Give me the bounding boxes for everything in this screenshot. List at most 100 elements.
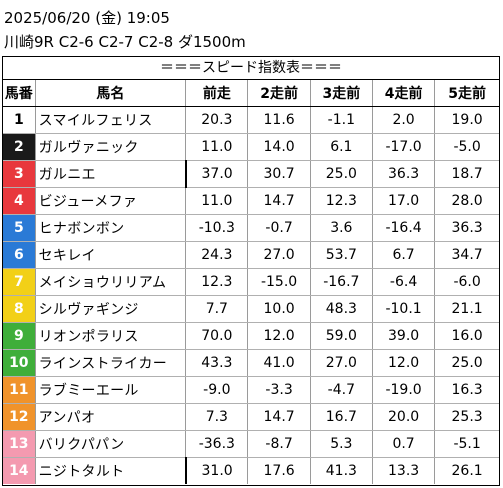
horse-name: シルヴァギンジ bbox=[35, 295, 187, 323]
last-race-index: 7.3 bbox=[185, 403, 249, 431]
3-races-ago-index: 12.3 bbox=[310, 187, 373, 215]
table-row: 12 アンパオ 7.3 14.7 16.7 20.0 25.3 bbox=[3, 403, 499, 431]
table-row: 13 バリクパパン -36.3 -8.7 5.3 0.7 -5.1 bbox=[3, 430, 499, 458]
3-races-ago-index: 25.0 bbox=[310, 160, 373, 188]
table-row: 14 ニジトタルト 31.0 17.6 41.3 13.3 26.1 bbox=[3, 457, 499, 484]
4-races-ago-index: 39.0 bbox=[372, 322, 436, 350]
5-races-ago-index: 19.0 bbox=[434, 106, 499, 134]
table-row: 7 メイショウリリアム 12.3 -15.0 -16.7 -6.4 -6.0 bbox=[3, 268, 499, 296]
4-races-ago-index: 36.3 bbox=[372, 160, 436, 188]
4-races-ago-index: 13.3 bbox=[372, 457, 436, 484]
table-row: 11 ラブミーエール -9.0 -3.3 -4.7 -19.0 16.3 bbox=[3, 376, 499, 404]
horse-name: ラブミーエール bbox=[35, 376, 187, 404]
2-races-ago-index: -3.3 bbox=[247, 376, 311, 404]
horse-name: ビジューメファ bbox=[35, 187, 187, 215]
2-races-ago-index: 10.0 bbox=[247, 295, 311, 323]
3-races-ago-index: -1.1 bbox=[310, 106, 373, 134]
5-races-ago-index: 16.3 bbox=[434, 376, 499, 404]
4-races-ago-index: 0.7 bbox=[372, 430, 436, 458]
4-races-ago-index: 6.7 bbox=[372, 241, 436, 269]
3-races-ago-index: 5.3 bbox=[310, 430, 373, 458]
4-races-ago-index: 20.0 bbox=[372, 403, 436, 431]
last-race-index: -36.3 bbox=[185, 430, 249, 458]
col-header-3-races-ago: 3走前 bbox=[310, 80, 373, 107]
horse-number-badge: 4 bbox=[3, 187, 36, 215]
5-races-ago-index: 16.0 bbox=[434, 322, 499, 350]
4-races-ago-index: -6.4 bbox=[372, 268, 436, 296]
table-title: ＝＝＝スピード指数表＝＝＝ bbox=[3, 57, 499, 80]
table-row: 5 ヒナボンボン -10.3 -0.7 3.6 -16.4 36.3 bbox=[3, 214, 499, 242]
horse-number-badge: 6 bbox=[3, 241, 36, 269]
table-row: 2 ガルヴァニック 11.0 14.0 6.1 -17.0 -5.0 bbox=[3, 133, 499, 161]
horse-number-badge: 12 bbox=[3, 403, 36, 431]
last-race-index: -9.0 bbox=[185, 376, 249, 404]
race-datetime: 2025/06/20 (金) 19:05 bbox=[4, 9, 170, 27]
horse-number-badge: 9 bbox=[3, 322, 36, 350]
last-race-index: 37.0 bbox=[184, 160, 249, 188]
last-race-index: 70.0 bbox=[185, 322, 249, 350]
4-races-ago-index: 12.0 bbox=[372, 349, 436, 377]
5-races-ago-index: 26.1 bbox=[451, 463, 483, 479]
horse-name: ヒナボンボン bbox=[35, 214, 187, 242]
header-row: 馬番 馬名 前走 2走前 3走前 4走前 5走前 bbox=[3, 80, 499, 107]
horse-number-badge: 13 bbox=[3, 430, 36, 458]
horse-name: メイショウリリアム bbox=[35, 268, 187, 296]
5-races-ago-index: 28.0 bbox=[434, 187, 499, 215]
5-races-ago-index: 34.7 bbox=[434, 241, 499, 269]
col-header-4-races-ago: 4走前 bbox=[372, 80, 436, 107]
3-races-ago-index: 3.6 bbox=[310, 214, 373, 242]
horse-name: セキレイ bbox=[35, 241, 187, 269]
5-races-ago-index: -6.0 bbox=[434, 268, 499, 296]
horse-number-badge: 5 bbox=[3, 214, 36, 242]
horse-number-badge: 11 bbox=[3, 376, 36, 404]
3-races-ago-index: 48.3 bbox=[310, 295, 373, 323]
2-races-ago-index: 14.7 bbox=[247, 187, 311, 215]
last-race-index: 31.0 bbox=[184, 457, 249, 484]
3-races-ago-index: 53.7 bbox=[310, 241, 373, 269]
last-race-index: 11.0 bbox=[185, 133, 249, 161]
5-races-ago-index: 25.3 bbox=[434, 403, 499, 431]
col-header-horse-name: 馬名 bbox=[35, 80, 187, 107]
4-races-ago-index: -19.0 bbox=[372, 376, 436, 404]
2-races-ago-index: -15.0 bbox=[247, 268, 311, 296]
horse-number-badge: 7 bbox=[3, 268, 36, 296]
last-race-index: 12.3 bbox=[185, 268, 249, 296]
5-races-ago-index: 25.0 bbox=[434, 349, 499, 377]
last-race-index: 43.3 bbox=[185, 349, 249, 377]
3-races-ago-index: 27.0 bbox=[310, 349, 373, 377]
5-races-ago-index: -5.0 bbox=[434, 133, 499, 161]
horse-number-badge: 3 bbox=[3, 160, 36, 188]
col-header-number: 馬番 bbox=[3, 80, 36, 107]
horse-name: ニジトタルト bbox=[35, 457, 187, 484]
2-races-ago-index: -8.7 bbox=[247, 430, 311, 458]
4-races-ago-index: -16.4 bbox=[372, 214, 436, 242]
last-race-index: 7.7 bbox=[185, 295, 249, 323]
2-races-ago-index: 41.0 bbox=[247, 349, 311, 377]
last-race-index: 11.0 bbox=[185, 187, 249, 215]
col-header-5-races-ago: 5走前 bbox=[434, 80, 499, 107]
horse-name: ラインストライカー bbox=[35, 349, 187, 377]
table-row: 10 ラインストライカー 43.3 41.0 27.0 12.0 25.0 bbox=[3, 349, 499, 377]
table-row: 6 セキレイ 24.3 27.0 53.7 6.7 34.7 bbox=[3, 241, 499, 269]
5-races-ago-index: 36.3 bbox=[434, 214, 499, 242]
2-races-ago-index: 11.6 bbox=[247, 106, 311, 134]
3-races-ago-index: 41.3 bbox=[310, 457, 373, 484]
speed-index-table-panel: ＝＝＝スピード指数表＝＝＝ 馬番 馬名 前走 2走前 3走前 4走前 5走前 1… bbox=[2, 56, 500, 486]
2-races-ago-index: 12.0 bbox=[247, 322, 311, 350]
2-races-ago-index: 30.7 bbox=[247, 160, 311, 188]
3-races-ago-index: 6.1 bbox=[310, 133, 373, 161]
5-races-ago-index: 21.1 bbox=[434, 295, 499, 323]
4-races-ago-index: 17.0 bbox=[372, 187, 436, 215]
last-race-index: -10.3 bbox=[185, 214, 249, 242]
last-race-index: 20.3 bbox=[185, 106, 249, 134]
2-races-ago-index: 14.0 bbox=[247, 133, 311, 161]
3-races-ago-index: 59.0 bbox=[310, 322, 373, 350]
horse-name: ガルヴァニック bbox=[35, 133, 187, 161]
horse-name: バリクパパン bbox=[35, 430, 187, 458]
2-races-ago-index: -0.7 bbox=[247, 214, 311, 242]
2-races-ago-index: 27.0 bbox=[247, 241, 311, 269]
horse-name: アンパオ bbox=[35, 403, 187, 431]
col-header-last-race: 前走 bbox=[185, 80, 249, 107]
horse-number-badge: 1 bbox=[3, 106, 36, 134]
2-races-ago-index: 17.6 bbox=[247, 457, 311, 484]
